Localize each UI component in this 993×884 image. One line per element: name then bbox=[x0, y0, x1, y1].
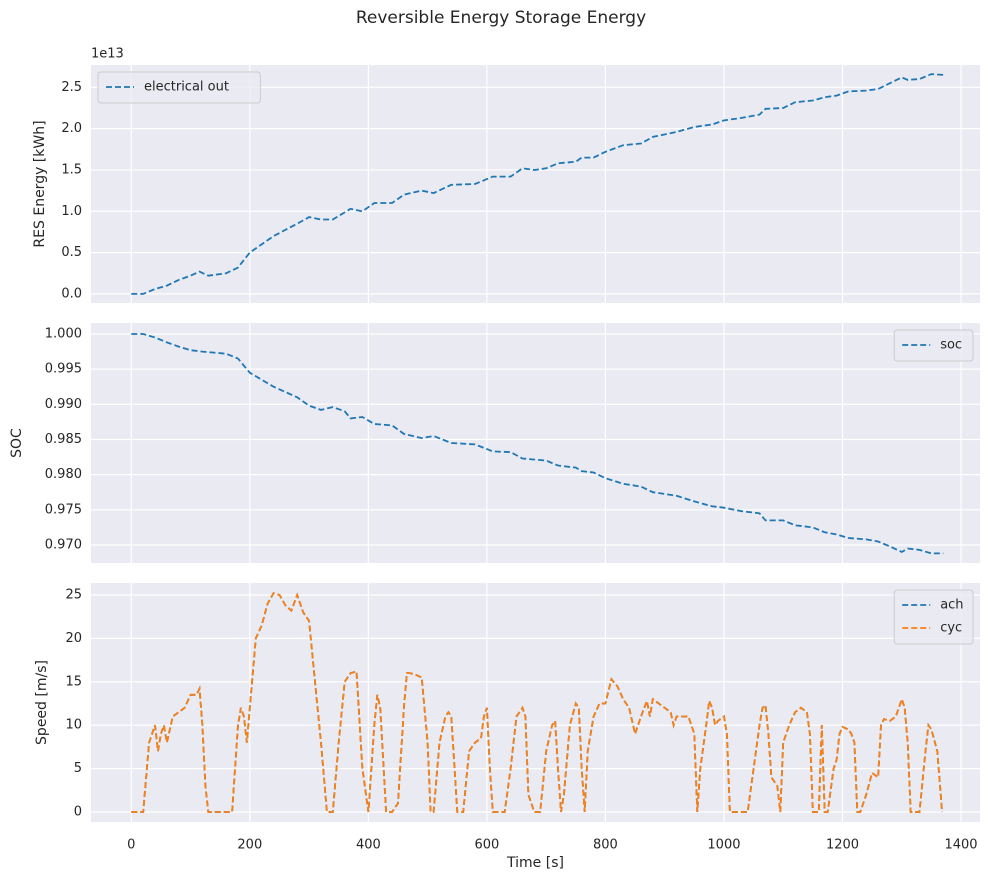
x-axis-label: Time [s] bbox=[506, 855, 564, 871]
legend: ach cyc bbox=[893, 589, 974, 645]
y-tick-label: 20 bbox=[65, 631, 82, 646]
legend: soc bbox=[893, 329, 974, 362]
data-line bbox=[131, 592, 943, 813]
y-tick-label: 2.0 bbox=[61, 121, 82, 136]
y-tick-label: 25 bbox=[65, 587, 82, 602]
x-tick-label: 1000 bbox=[707, 838, 740, 853]
data-line bbox=[131, 333, 944, 555]
y-tick-label: 0.5 bbox=[61, 245, 82, 260]
plot-area bbox=[91, 323, 980, 563]
legend: electrical out bbox=[97, 71, 261, 104]
y-tick-label: 1.0 bbox=[61, 204, 82, 219]
x-tick-label: 200 bbox=[237, 838, 262, 853]
x-tick-label: 600 bbox=[474, 838, 499, 853]
y-tick-label: 0 bbox=[74, 805, 82, 820]
y-tick-label: 0.985 bbox=[45, 432, 82, 447]
legend-box bbox=[893, 589, 974, 645]
legend-label: ach bbox=[940, 598, 963, 613]
legend-box bbox=[97, 71, 261, 104]
y-tick-label: 0.990 bbox=[45, 397, 82, 412]
y-tick-label: 1.5 bbox=[61, 162, 82, 177]
y-tick-label: 5 bbox=[74, 761, 82, 776]
y-tick-label: 10 bbox=[65, 718, 82, 733]
x-tick-label: 0 bbox=[127, 838, 135, 853]
y-tick-label: 2.5 bbox=[61, 80, 82, 95]
y-tick-label: 1.000 bbox=[45, 326, 82, 341]
y-axis-label: SOC bbox=[9, 428, 25, 458]
legend-label: cyc bbox=[940, 621, 962, 636]
y-axis-label: Speed [m/s] bbox=[34, 660, 50, 745]
y-tick-label: 0.975 bbox=[45, 502, 82, 517]
x-tick-label: 1200 bbox=[826, 838, 859, 853]
y-tick-label: 0.0 bbox=[61, 286, 82, 301]
y-axis-label: RES Energy [kWh] bbox=[32, 120, 48, 247]
data-line bbox=[131, 73, 944, 295]
figure-title: Reversible Energy Storage Energy bbox=[356, 8, 646, 28]
y-tick-label: 0.980 bbox=[45, 467, 82, 482]
y-tick-label: 0.970 bbox=[45, 537, 82, 552]
plot-area bbox=[91, 583, 980, 822]
legend-label: soc bbox=[940, 338, 962, 353]
x-tick-label: 1400 bbox=[944, 838, 977, 853]
legend-label: electrical out bbox=[144, 80, 229, 95]
y-tick-label: 0.995 bbox=[45, 362, 82, 377]
x-tick-label: 400 bbox=[356, 838, 381, 853]
legend-box bbox=[893, 329, 974, 362]
y-tick-label: 15 bbox=[65, 674, 82, 689]
x-tick-label: 800 bbox=[593, 838, 618, 853]
plot-area bbox=[91, 65, 980, 303]
offset-label: 1e13 bbox=[91, 47, 124, 62]
